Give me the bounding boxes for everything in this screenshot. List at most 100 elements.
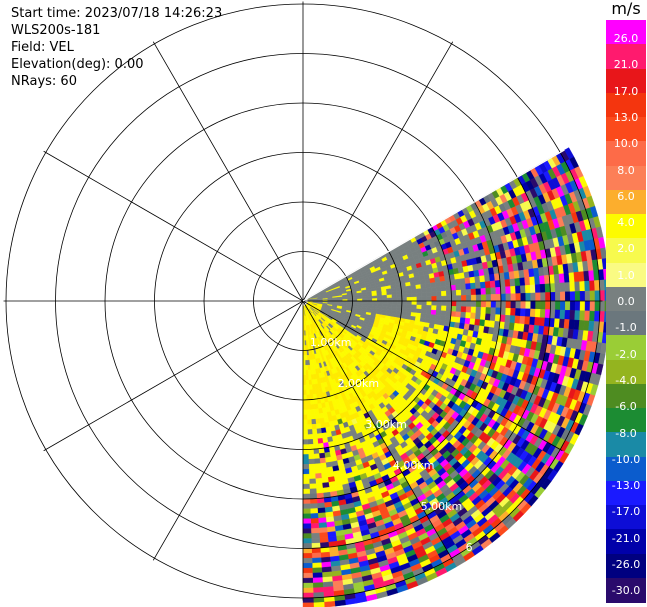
colorbar-swatch xyxy=(606,165,646,191)
velocity-cell xyxy=(540,292,546,302)
velocity-cell xyxy=(320,427,327,434)
velocity-cell xyxy=(431,305,437,311)
velocity-cell xyxy=(371,295,378,299)
velocity-cell xyxy=(307,443,314,450)
velocity-cell xyxy=(310,522,320,529)
colorbar-tick-label: 26.0 xyxy=(613,32,639,45)
velocity-cell xyxy=(302,414,308,421)
velocity-cell xyxy=(302,533,312,539)
velocity-cell xyxy=(505,300,512,309)
velocity-cell xyxy=(589,310,596,322)
velocity-cell xyxy=(386,300,393,305)
velocity-cell xyxy=(302,488,310,495)
velocity-cell xyxy=(311,557,322,564)
velocity-cell xyxy=(529,308,536,318)
velocity-cell xyxy=(302,384,307,391)
velocity-cell xyxy=(310,513,319,519)
velocity-cell xyxy=(302,449,309,455)
colorbar-tick-label: -10.0 xyxy=(611,452,641,466)
range-ring-labels: 1.00km 2.00km 3.00km 4.00km 5.00km 6 xyxy=(310,336,473,554)
velocity-cell xyxy=(456,295,462,302)
velocity-cell xyxy=(464,317,471,325)
velocity-cell xyxy=(520,300,527,310)
velocity-cell xyxy=(584,300,591,312)
velocity-cell xyxy=(470,282,477,290)
velocity-cell xyxy=(584,310,591,322)
velocity-cell xyxy=(302,478,310,485)
velocity-cell xyxy=(313,458,321,465)
polar-ppi-plot: 1.00km 2.00km 3.00km 4.00km 5.00km 6 xyxy=(3,1,606,607)
velocity-cell xyxy=(431,296,437,302)
velocity-cell xyxy=(440,310,447,317)
velocity-cell xyxy=(406,300,413,306)
velocity-cell xyxy=(302,543,312,549)
velocity-cell xyxy=(569,291,576,302)
velocity-cell xyxy=(495,307,502,316)
velocity-cell xyxy=(594,280,601,292)
velocity-cell xyxy=(514,277,521,287)
colorbar-swatch xyxy=(606,44,646,69)
velocity-cell xyxy=(311,428,318,435)
velocity-cell xyxy=(320,467,328,474)
velocity-cell xyxy=(347,297,353,300)
velocity-cell xyxy=(310,518,319,524)
velocity-cell xyxy=(318,522,328,529)
velocity-cell xyxy=(309,493,318,500)
velocity-cell xyxy=(436,291,442,297)
velocity-cell xyxy=(550,291,556,302)
velocity-cell xyxy=(450,284,457,291)
velocity-cell xyxy=(500,300,507,309)
velocity-cell xyxy=(309,498,318,505)
velocity-cell xyxy=(574,281,581,292)
velocity-cell xyxy=(484,281,491,289)
velocity-cell xyxy=(431,300,437,306)
velocity-cell xyxy=(464,277,471,285)
velocity-cell xyxy=(420,309,427,315)
velocity-cell xyxy=(520,292,527,302)
velocity-cell xyxy=(302,513,311,520)
velocity-cell xyxy=(459,317,466,324)
velocity-cell xyxy=(411,308,417,314)
velocity-cell xyxy=(415,288,422,294)
velocity-cell xyxy=(564,291,571,302)
velocity-cell xyxy=(411,304,418,310)
velocity-cell xyxy=(382,297,388,302)
velocity-cell xyxy=(310,409,316,415)
velocity-cell xyxy=(584,290,591,302)
velocity-cell xyxy=(466,294,472,302)
velocity-cell xyxy=(485,287,492,295)
velocity-cell xyxy=(429,277,436,284)
velocity-cell xyxy=(549,283,556,293)
velocity-cell xyxy=(302,439,309,445)
velocity-cell xyxy=(315,423,322,430)
velocity-cell xyxy=(313,453,320,460)
velocity-cell xyxy=(307,434,313,440)
velocity-cell xyxy=(319,462,327,469)
azimuth-spoke xyxy=(302,41,454,302)
velocity-cell xyxy=(430,282,437,288)
velocity-cell xyxy=(311,552,322,559)
velocity-cell xyxy=(321,477,329,484)
velocity-cell xyxy=(302,518,312,525)
velocity-cell xyxy=(470,300,477,308)
velocity-cell xyxy=(312,443,319,450)
velocity-cell xyxy=(515,293,522,302)
velocity-cell xyxy=(401,293,408,298)
velocity-cell xyxy=(479,275,486,283)
velocity-cell xyxy=(386,294,393,299)
velocity-cell xyxy=(534,284,541,294)
velocity-cell xyxy=(307,424,313,430)
velocity-cell xyxy=(302,459,309,465)
colorbar-swatch xyxy=(606,456,646,482)
velocity-cell xyxy=(415,284,422,290)
velocity-cell xyxy=(302,538,312,544)
colorbar-swatch xyxy=(606,92,646,118)
velocity-cell xyxy=(306,414,312,420)
velocity-cell xyxy=(504,314,511,323)
velocity-cell xyxy=(315,477,323,484)
colorbar-swatch xyxy=(606,214,646,239)
colorbar-swatch xyxy=(606,311,646,336)
velocity-cell xyxy=(314,473,322,480)
range-ring-label: 4.00km xyxy=(393,459,435,472)
velocity-cell xyxy=(316,428,322,435)
